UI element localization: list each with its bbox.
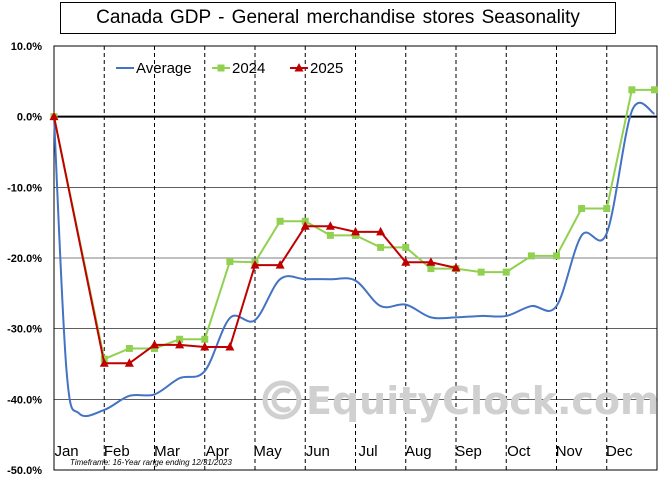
data-point	[603, 205, 611, 213]
data-point	[477, 268, 485, 276]
legend-label: Average	[136, 60, 192, 77]
y-tick-label: -30.0%	[7, 324, 42, 336]
series-2025	[49, 111, 461, 367]
data-point	[401, 257, 411, 266]
x-tick-label: Jan	[54, 443, 78, 460]
x-tick-label: Feb	[104, 443, 130, 460]
series-layer	[49, 86, 658, 418]
data-point	[352, 231, 359, 239]
data-point	[250, 260, 260, 269]
watermark: EquityClock.com	[262, 379, 660, 423]
series-line	[53, 101, 656, 418]
y-tick-label: -10.0%	[7, 182, 42, 194]
data-point	[402, 243, 410, 251]
data-point	[125, 344, 133, 352]
y-tick-label: -40.0%	[7, 394, 42, 406]
data-point	[49, 111, 59, 121]
data-point	[176, 335, 184, 343]
legend: Average 2024 2025	[116, 60, 343, 77]
data-point	[275, 260, 285, 269]
series-line	[53, 88, 655, 361]
legend-item-2025: 2025	[290, 60, 343, 77]
legend-label: 2025	[310, 60, 343, 77]
data-point	[553, 252, 560, 260]
data-point	[451, 262, 461, 272]
data-point	[376, 226, 386, 236]
series-line	[53, 116, 457, 365]
data-point	[225, 342, 235, 351]
data-point	[578, 205, 586, 213]
timeframe-footnote: Timeframe: 16-Year range ending 12/31/20…	[70, 458, 232, 467]
data-point	[99, 358, 109, 367]
y-tick-label: 0.0%	[17, 112, 42, 124]
x-tick-label: Nov	[556, 443, 583, 460]
data-point	[124, 358, 134, 367]
data-point	[276, 217, 284, 225]
x-tick-label: Mar	[154, 443, 180, 460]
data-point	[427, 265, 435, 273]
data-point	[201, 335, 209, 343]
data-point	[628, 86, 636, 94]
x-tick-label: Aug	[405, 443, 432, 460]
legend-marker	[217, 64, 225, 72]
series-2024	[50, 86, 658, 363]
data-point	[326, 231, 334, 239]
x-tick-label: Jun	[306, 443, 330, 460]
x-tick-label: Dec	[606, 443, 633, 460]
legend-item-2024: 2024	[212, 60, 265, 77]
chart-title: Canada GDP - General merchandise stores …	[60, 2, 616, 34]
data-point	[502, 268, 510, 276]
data-point	[351, 226, 360, 236]
x-tick-label: Jul	[358, 443, 377, 460]
data-point	[426, 257, 436, 266]
legend-item-average: Average	[116, 60, 192, 77]
axis-layer: 10.0% 0.0% -10.0% -20.0% -30.0% -40.0% -50.0% J…	[7, 41, 633, 477]
x-tick-label: Apr	[206, 443, 229, 460]
x-tick-label: Sep	[455, 443, 482, 460]
watermark-text: EquityClock.com	[306, 379, 660, 423]
y-tick-label: 10.0%	[11, 41, 42, 53]
series-average	[53, 101, 656, 418]
data-point	[150, 339, 159, 349]
legend-marker	[294, 63, 304, 72]
copyright-icon	[262, 380, 302, 420]
x-tick-label: Oct	[507, 443, 531, 460]
data-point	[377, 243, 385, 251]
data-point	[325, 221, 335, 230]
data-point	[226, 258, 234, 266]
legend-label: 2024	[232, 60, 265, 77]
x-tick-label: May	[253, 443, 282, 460]
y-tick-label: -20.0%	[7, 253, 42, 265]
y-tick-label: -50.0%	[7, 465, 42, 477]
data-point	[151, 344, 158, 352]
data-point	[527, 252, 535, 260]
data-point	[300, 221, 310, 230]
data-point	[650, 86, 658, 94]
data-point	[200, 342, 210, 351]
data-point	[175, 339, 185, 349]
